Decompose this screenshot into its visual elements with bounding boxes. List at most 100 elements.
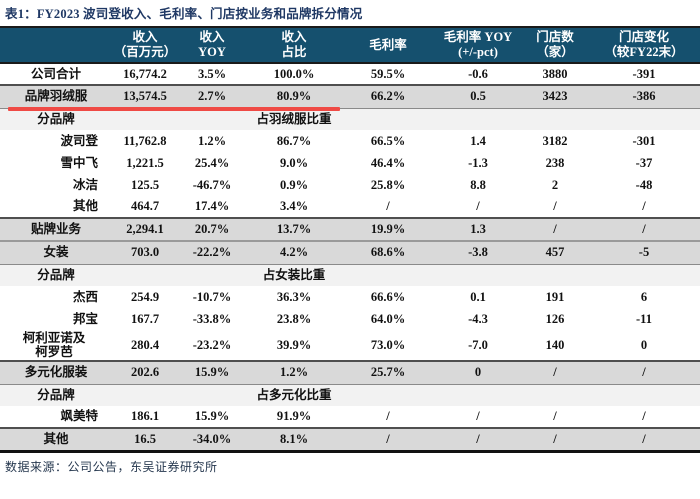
data-cell: 1.2% xyxy=(197,133,227,148)
data-cell: / xyxy=(476,409,480,423)
data-cell: 64.0% xyxy=(370,311,406,326)
data-cell: 11,762.8 xyxy=(123,133,167,148)
table-row-brand: 其他 464.7 17.4% 3.4% / / / / xyxy=(0,196,700,218)
data-cell: / xyxy=(642,409,646,423)
data-cell: 9.0% xyxy=(279,155,309,170)
data-cell xyxy=(112,383,178,406)
table-header: 收入 （百万元） 收入 YOY 收入 占比 毛利率 毛利率 YOY (+/-pct) 门店… xyxy=(0,26,700,64)
data-cell: -46.7% xyxy=(192,177,232,192)
data-cell: 1.2% xyxy=(246,360,342,384)
data-cell: -22.2% xyxy=(178,240,246,264)
data-cell: 238 xyxy=(545,155,565,170)
data-cell: -3.8 xyxy=(434,240,522,264)
data-cell: 8.1% xyxy=(246,427,342,453)
column-header: 收入 占比 xyxy=(246,26,342,64)
table-row-brand: 柯利亚诺及 柯罗芭 280.4 -23.2% 39.9% 73.0% -7.0 140 0 xyxy=(0,330,700,361)
data-cell: / xyxy=(522,360,588,384)
row-label: 邦宝 xyxy=(72,311,98,326)
data-cell: 0 xyxy=(434,360,522,384)
data-cell: 191 xyxy=(545,289,565,304)
table-row-brand: 飒美特 186.1 15.9% 91.9% / / / / xyxy=(0,406,700,428)
column-header: 毛利率 xyxy=(342,26,434,64)
data-cell: 1.3 xyxy=(434,217,522,241)
data-cell: 140 xyxy=(545,337,565,352)
row-label: 其他 xyxy=(72,199,98,213)
data-cell: 19.9% xyxy=(342,217,434,241)
row-label: 女装 xyxy=(0,240,112,264)
data-cell: 6 xyxy=(640,289,648,304)
data-cell: 3182 xyxy=(542,133,568,148)
data-cell: -33.8% xyxy=(192,311,232,326)
data-cell: 66.5% xyxy=(370,133,406,148)
data-cell: 280.4 xyxy=(130,337,160,352)
data-cell: -7.0 xyxy=(468,337,488,352)
data-cell: -10.7% xyxy=(192,289,232,304)
data-cell: 254.9 xyxy=(130,289,160,304)
data-cell: 2,294.1 xyxy=(112,217,178,241)
row-label: 品牌羽绒服 xyxy=(0,84,340,111)
row-label: 飒美特 xyxy=(60,409,98,423)
data-cell: 39.9% xyxy=(276,337,312,352)
table-row-subheader: 分品牌 占羽绒服比重 xyxy=(0,107,700,130)
data-cell: 46.4% xyxy=(370,155,406,170)
data-cell: -301 xyxy=(632,133,656,148)
table-row-subheader: 分品牌 占女装比重 xyxy=(0,263,700,286)
data-cell: 68.6% xyxy=(342,240,434,264)
data-cell: 100.0% xyxy=(246,63,342,86)
column-header: 门店数 （家） xyxy=(522,26,588,64)
data-cell: 2.7% xyxy=(178,84,246,108)
data-cell: 0.1 xyxy=(470,289,486,304)
data-cell: 703.0 xyxy=(112,240,178,264)
data-cell xyxy=(178,383,246,406)
row-label: 分品牌 xyxy=(0,107,112,130)
table-row-brand: 冰洁 125.5 -46.7% 0.9% 25.8% 8.8 2 -48 xyxy=(0,174,700,196)
row-label: 柯利亚诺及 柯罗芭 xyxy=(22,331,86,359)
data-cell xyxy=(112,263,178,286)
row-label: 公司合计 xyxy=(0,63,112,86)
data-cell: 66.6% xyxy=(370,289,406,304)
data-cell: -1.3 xyxy=(468,155,488,170)
column-header: 收入 YOY xyxy=(178,26,246,64)
data-cell: 15.9% xyxy=(194,409,230,423)
data-cell xyxy=(588,263,700,286)
row-label: 贴牌业务 xyxy=(0,217,112,241)
data-cell: 0 xyxy=(640,337,648,352)
row-label: 多元化服装 xyxy=(0,360,112,384)
data-cell: -11 xyxy=(636,311,652,326)
data-cell: 457 xyxy=(522,240,588,264)
data-cell xyxy=(588,107,700,130)
data-cell: 2 xyxy=(551,177,559,192)
table-body: 公司合计 16,774.2 3.5% 100.0% 59.5% -0.6 3880 -391 品… xyxy=(0,63,700,453)
data-cell: 4.2% xyxy=(246,240,342,264)
table-row-total: 公司合计 16,774.2 3.5% 100.0% 59.5% -0.6 3880 -391 xyxy=(0,63,700,86)
data-cell: 73.0% xyxy=(370,337,406,352)
data-cell xyxy=(434,383,522,406)
data-cell: 36.3% xyxy=(276,289,312,304)
data-cell: 3.4% xyxy=(279,199,309,213)
data-cell: 25.7% xyxy=(342,360,434,384)
data-cell: 80.9% xyxy=(246,84,342,108)
table-row-section: 多元化服装 202.6 15.9% 1.2% 25.7% 0// xyxy=(0,360,700,384)
data-cell: -386 xyxy=(588,84,700,108)
data-cell: 13.7% xyxy=(246,217,342,241)
data-cell xyxy=(434,107,522,130)
table-row-brand: 邦宝 167.7 -33.8% 23.8% 64.0% -4.3 126 -11 xyxy=(0,308,700,330)
row-label: 其他 xyxy=(0,427,112,453)
data-cell: 3880 xyxy=(522,63,588,86)
source-note: 数据来源：公司公告，东吴证券研究所 xyxy=(5,459,218,474)
row-label: 分品牌 xyxy=(0,383,112,406)
row-label: 杰西 xyxy=(72,289,98,304)
data-cell: 16.5 xyxy=(112,427,178,453)
data-cell: / xyxy=(642,199,646,213)
data-cell xyxy=(588,383,700,406)
data-cell: 464.7 xyxy=(130,199,160,213)
data-cell xyxy=(342,107,434,130)
data-cell xyxy=(522,263,588,286)
column-header xyxy=(0,26,112,64)
table-row-subheader: 分品牌 占多元化比重 xyxy=(0,383,700,406)
row-label: 雪中飞 xyxy=(60,155,98,170)
data-cell: -23.2% xyxy=(192,337,232,352)
table-row-brand: 雪中飞 1,221.5 25.4% 9.0% 46.4% -1.3 238 -37 xyxy=(0,152,700,174)
data-cell xyxy=(112,107,178,130)
column-header: 毛利率 YOY (+/-pct) xyxy=(434,26,522,64)
